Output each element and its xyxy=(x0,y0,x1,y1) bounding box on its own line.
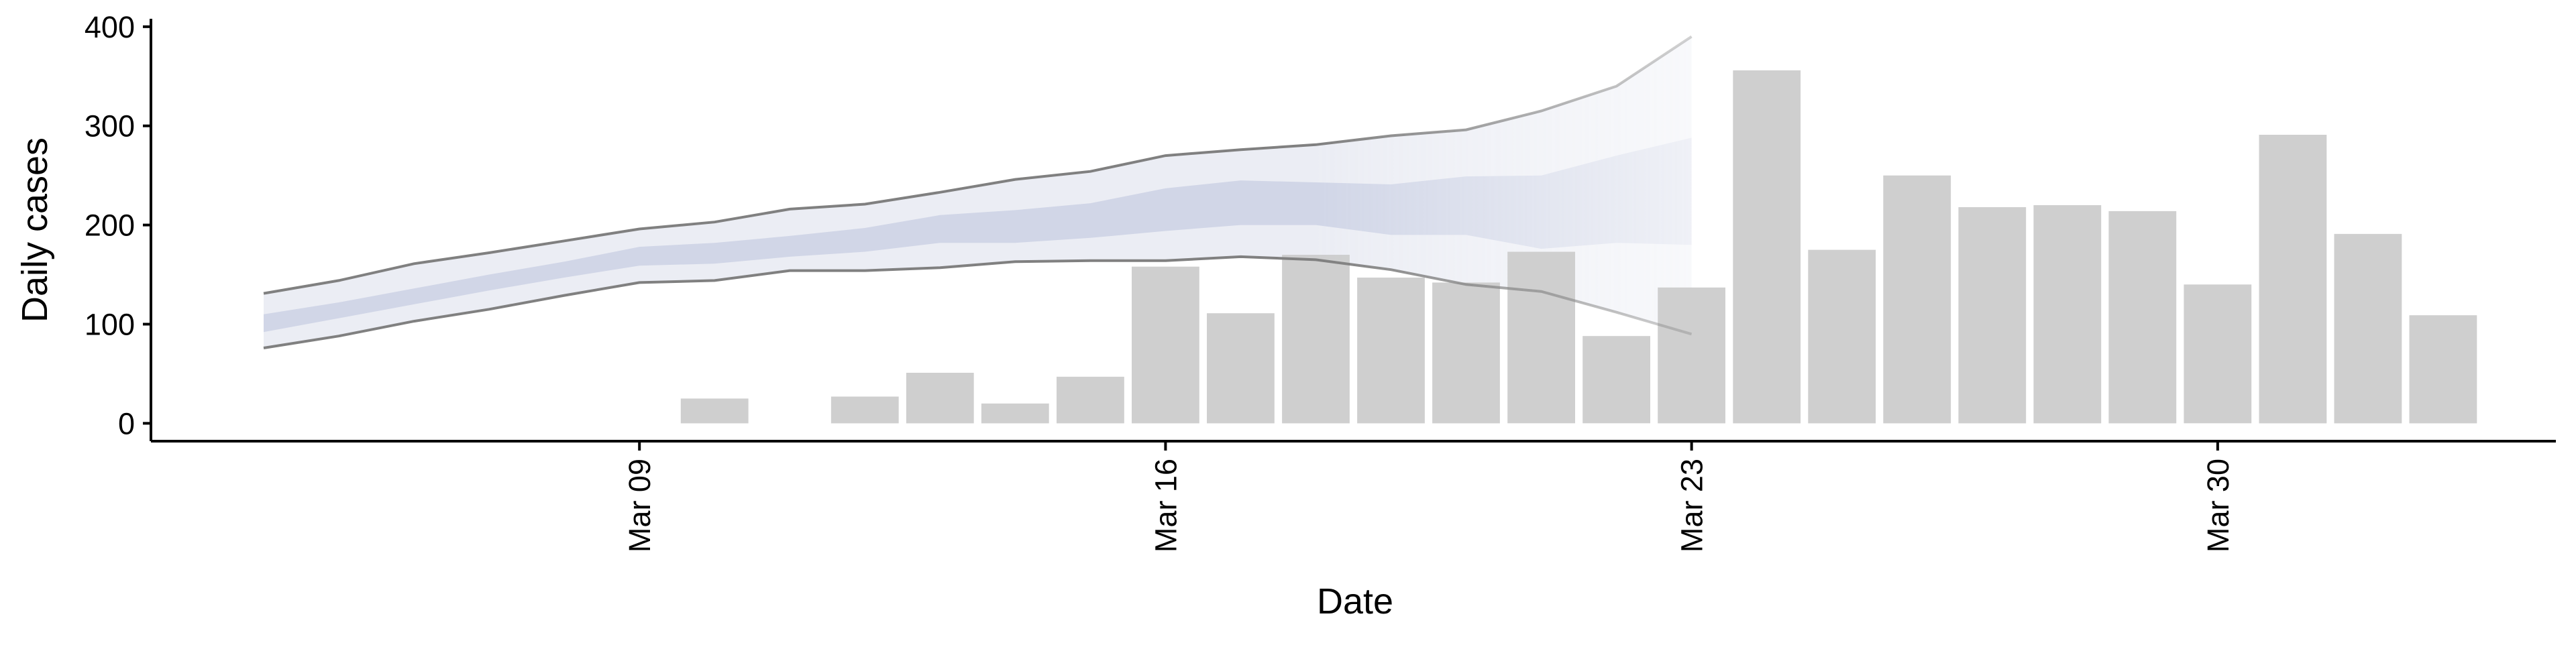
y-axis-ticks: 0 100 200 300 400 xyxy=(85,10,151,440)
bar-2020-03-17 xyxy=(1207,313,1275,424)
bar-2020-03-30 xyxy=(2184,284,2252,424)
forecast-band-90 xyxy=(264,36,1692,348)
bar-2020-03-29 xyxy=(2108,211,2177,424)
bar-2020-03-25 xyxy=(1808,249,1876,424)
bar-2020-03-26 xyxy=(1883,175,1951,424)
y-tick-label-0: 0 xyxy=(118,406,135,440)
bar-2020-03-14 xyxy=(981,403,1049,424)
bar-2020-03-13 xyxy=(906,373,974,424)
x-axis-ticks: Mar 09 Mar 16 Mar 23 Mar 30 xyxy=(623,441,2235,552)
forecast-upper-line xyxy=(263,35,1693,295)
x-axis-title: Date xyxy=(1317,581,1393,622)
daily-case-bars xyxy=(680,70,2477,424)
bar-2020-03-15 xyxy=(1057,376,1124,424)
y-tick-label-100: 100 xyxy=(85,307,135,341)
bar-2020-03-18 xyxy=(1282,255,1350,424)
bar-2020-03-19 xyxy=(1357,278,1425,424)
y-tick-label-400: 400 xyxy=(85,10,135,44)
forecast-lower-line xyxy=(263,255,1693,349)
bar-2020-04-02 xyxy=(2409,315,2477,424)
forecast-bound-lines xyxy=(263,35,1693,349)
bar-2020-03-16 xyxy=(1132,266,1199,424)
bar-2020-03-22 xyxy=(1582,336,1650,424)
bar-2020-04-01 xyxy=(2334,233,2402,424)
forecast-band-50 xyxy=(264,137,1692,333)
x-tick-label-2020-03-16: Mar 16 xyxy=(1148,459,1183,552)
bar-2020-03-23 xyxy=(1658,287,1725,424)
bar-2020-03-20 xyxy=(1432,282,1500,424)
y-tick-label-300: 300 xyxy=(85,109,135,143)
bar-2020-03-12 xyxy=(830,396,899,424)
bar-2020-03-21 xyxy=(1507,251,1575,424)
forecast-ribbons xyxy=(264,36,1692,348)
x-tick-label-2020-03-30: Mar 30 xyxy=(2201,459,2235,552)
bar-2020-03-27 xyxy=(1958,207,2027,424)
chart-axes: 0 100 200 300 400 Mar 09 Mar 16 Mar 23 Mar 30 xyxy=(85,10,2556,552)
y-tick-label-200: 200 xyxy=(85,209,135,243)
bar-2020-03-24 xyxy=(1733,70,1801,424)
bar-2020-03-10 xyxy=(680,398,749,424)
x-tick-label-2020-03-09: Mar 09 xyxy=(623,459,657,552)
x-tick-label-2020-03-23: Mar 23 xyxy=(1675,459,1709,552)
y-axis-title: Daily cases xyxy=(15,137,55,322)
bar-2020-03-31 xyxy=(2259,135,2327,424)
bar-2020-03-28 xyxy=(2033,205,2102,424)
